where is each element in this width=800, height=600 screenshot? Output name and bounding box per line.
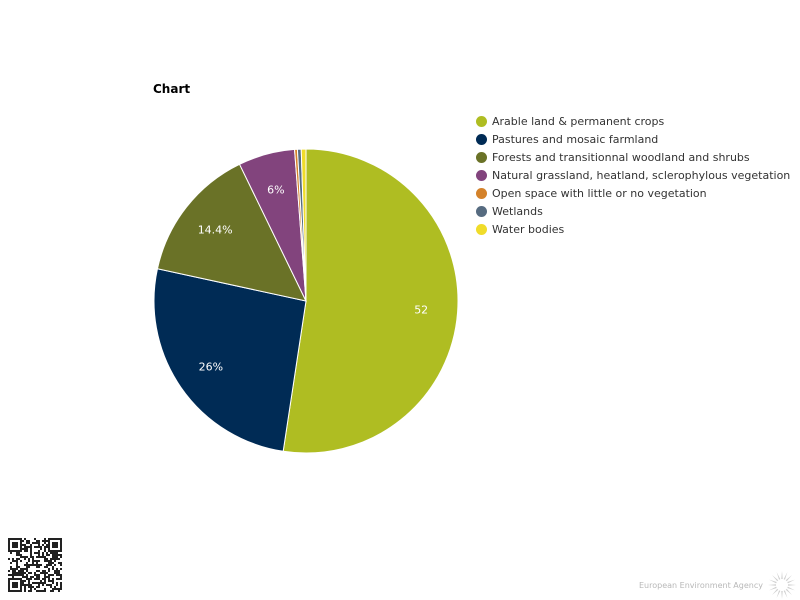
legend-swatch <box>476 205 487 217</box>
pie-data-label-2: 26% <box>199 361 223 374</box>
legend-item-2[interactable]: Pastures and mosaic farmland <box>476 130 800 148</box>
legend-swatch <box>476 223 487 235</box>
legend-item-6[interactable]: Wetlands <box>476 202 800 220</box>
legend-label: Pastures and mosaic farmland <box>492 132 659 146</box>
chart-title: Chart <box>153 82 191 96</box>
pie-data-label-1: 52 <box>414 304 428 317</box>
pie-slice-7[interactable] <box>300 148 307 302</box>
legend-item-3[interactable]: Forests and transitionnal woodland and s… <box>476 148 800 166</box>
legend-label: Open space with little or no vegetation <box>492 186 707 200</box>
legend-swatch <box>476 169 487 181</box>
eea-logo-icon <box>767 571 796 599</box>
pie-slice-3[interactable] <box>156 163 307 302</box>
agency-name: European Environment Agency <box>639 580 763 590</box>
legend-swatch <box>476 151 487 163</box>
legend-label: Natural grassland, heatland, sclerophylo… <box>492 168 791 182</box>
chart-legend: Arable land & permanent crops Pastures an… <box>476 112 800 238</box>
legend-swatch <box>476 187 487 199</box>
pie-data-label-3: 14.4% <box>198 224 233 237</box>
legend-item-5[interactable]: Open space with little or no vegetation <box>476 184 800 202</box>
pie-slice-2[interactable] <box>153 268 307 452</box>
pie-slices <box>153 148 459 454</box>
footer: European Environment Agency <box>639 570 797 600</box>
pie-slice-1[interactable] <box>282 148 459 454</box>
legend-item-1[interactable]: Arable land & permanent crops <box>476 112 800 130</box>
legend-label: Forests and transitionnal woodland and s… <box>492 150 750 164</box>
legend-item-7[interactable]: Water bodies <box>476 220 800 238</box>
pie-labels: 52 26% 14.4% 6% <box>198 183 429 373</box>
legend-swatch <box>476 115 487 127</box>
legend-label: Water bodies <box>492 222 565 236</box>
legend-label: Arable land & permanent crops <box>492 114 665 128</box>
legend-swatch <box>476 133 487 145</box>
pie-data-label-4: 6% <box>267 183 284 196</box>
qr-code-icon <box>8 538 62 592</box>
legend-label: Wetlands <box>492 204 543 218</box>
legend-item-4[interactable]: Natural grassland, heatland, sclerophylo… <box>476 166 800 184</box>
